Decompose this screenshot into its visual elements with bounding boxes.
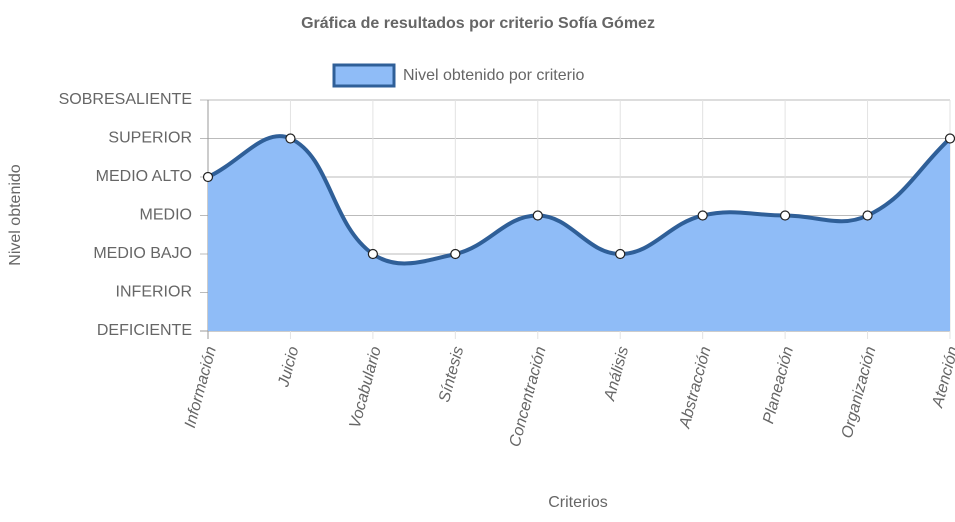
y-tick-label: SUPERIOR (108, 130, 192, 147)
point (367, 248, 378, 260)
legend-label: Nivel obtenido por criterio (403, 67, 585, 84)
point (697, 210, 708, 221)
x-tick-label: Análisis (601, 345, 632, 404)
point (862, 210, 873, 221)
x-tick-label: Planeación (760, 345, 797, 426)
x-tick-label: Organización (839, 345, 880, 441)
y-axis-title: Nivel obtenido (7, 164, 24, 266)
point (285, 133, 296, 144)
x-tick-label: Juicio (275, 345, 302, 390)
area (208, 136, 950, 331)
point (450, 248, 461, 260)
x-tick-label: Información (182, 345, 220, 430)
y-tick-label: SOBRESALIENTE (59, 91, 192, 108)
x-tick-label: Abstracción (676, 345, 714, 431)
point (532, 210, 543, 221)
x-tick-label: Síntesis (436, 345, 467, 404)
point (202, 171, 214, 183)
y-tick-label: MEDIO BAJO (93, 245, 192, 262)
legend-swatch (332, 63, 396, 88)
line (207, 134, 952, 266)
x-tick-label: Atención (929, 345, 955, 411)
y-tick-label: INFERIOR (116, 284, 192, 301)
y-tick-label: MEDIO ALTO (96, 168, 192, 185)
x-axis-title: Criterios (548, 494, 608, 511)
chart-title: Gráfica de resultados por criterio Sofía… (301, 15, 655, 32)
y-tick-label: MEDIO (140, 207, 192, 224)
x-tick-label: Vocabulario (347, 345, 385, 431)
x-tick-label: Concentración (507, 345, 550, 449)
point (615, 248, 626, 260)
y-tick-label: DEFICIENTE (97, 322, 192, 339)
point (780, 210, 791, 221)
point (944, 133, 955, 144)
